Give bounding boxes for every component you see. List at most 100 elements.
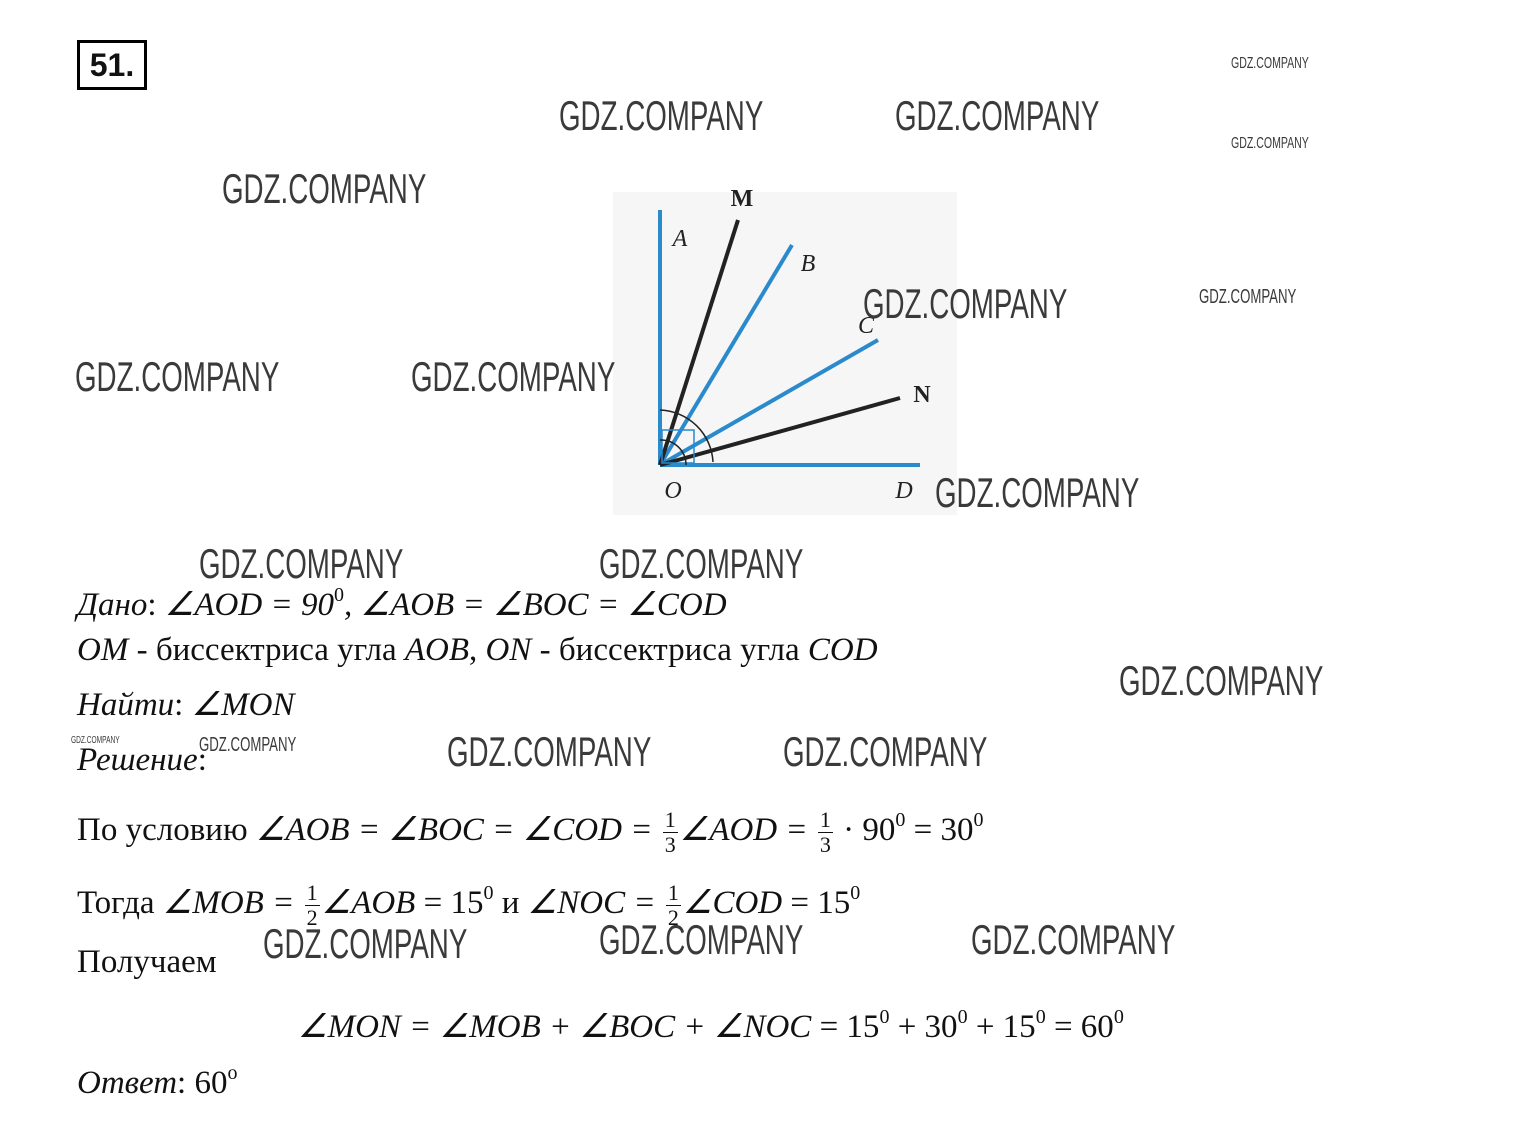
text: ∠AOB = ∠BOC = ∠COD = [255, 812, 661, 848]
numerator: 1 [304, 879, 320, 906]
watermark: GDZ.COMPANY [1119, 657, 1324, 704]
denominator: 3 [664, 831, 676, 857]
text: - биссектриса угла [531, 632, 808, 668]
watermark: GDZ.COMPANY [599, 916, 804, 963]
text: COD [807, 632, 878, 668]
watermark: GDZ.COMPANY [199, 734, 297, 756]
watermark: GDZ.COMPANY [971, 916, 1176, 963]
denominator: 2 [306, 904, 318, 930]
denominator: 2 [667, 904, 679, 930]
ray-on [659, 396, 901, 467]
watermark: GDZ.COMPANY [895, 92, 1100, 139]
superscript: 0 [879, 1006, 890, 1028]
text: = 30 [905, 812, 974, 848]
text: ∠AOD = [679, 812, 816, 848]
solution-line: Найти: ∠MON [77, 685, 295, 725]
solution-line: OM - биссектриса угла AOB, ON - биссектр… [77, 630, 878, 670]
angle-arc [659, 409, 714, 463]
text: : [174, 687, 192, 723]
solution-line: По условию ∠AOB = ∠BOC = ∠COD = 1 3 ∠AOD =… [77, 800, 984, 857]
text: = 15 [415, 885, 484, 921]
text: ∠COD [682, 885, 783, 921]
text: + 30 [889, 1009, 958, 1045]
text: = 15 [782, 885, 851, 921]
numerator: 1 [817, 806, 833, 833]
watermark: GDZ.COMPANY [71, 735, 120, 746]
solution-line: Решение: [77, 740, 207, 780]
point-label: A [671, 226, 688, 252]
superscript: o [227, 1062, 238, 1084]
superscript: 0 [1113, 1006, 1124, 1028]
solution-line: Дано: ∠AOD = 900, ∠AOB = ∠BOC = ∠COD [77, 575, 727, 625]
superscript: 0 [1035, 1006, 1046, 1028]
text: = 60 [1045, 1009, 1114, 1045]
text: ∠AOB [321, 885, 416, 921]
text: , ∠AOB = ∠BOC = ∠COD [343, 587, 727, 623]
ray-om [658, 219, 740, 466]
text: ∠MON [191, 687, 295, 723]
text: AOB [404, 632, 470, 668]
point-label: M [731, 186, 754, 212]
watermark: GDZ.COMPANY [1231, 135, 1309, 152]
watermark: GDZ.COMPANY [1231, 55, 1309, 72]
point-label: B [801, 251, 816, 277]
watermark: GDZ.COMPANY [75, 353, 280, 400]
text: ∠MOB = [162, 885, 303, 921]
right-angle [661, 429, 695, 464]
text: , [469, 632, 486, 668]
solution-line: Тогда ∠MOB = 1 2 ∠AOB = 150 и ∠NOC = 1 2 ∠CO… [77, 873, 860, 930]
point-label: D [894, 478, 912, 504]
watermark: GDZ.COMPANY [411, 353, 616, 400]
text: По условию [77, 812, 256, 848]
ray-oc [659, 338, 879, 467]
text: Найти [77, 687, 175, 723]
point-label: N [913, 382, 931, 408]
point-label: O [664, 478, 681, 504]
watermark: GDZ.COMPANY [447, 728, 652, 775]
ray-ob [658, 243, 794, 467]
text: Получаем [77, 944, 217, 980]
watermark: GDZ.COMPANY [935, 469, 1140, 516]
superscript: 0 [483, 882, 494, 904]
text: : [147, 587, 165, 623]
text: · 90 [834, 812, 896, 848]
text: и [493, 885, 528, 921]
problem-number: 51. [77, 40, 147, 90]
watermark: GDZ.COMPANY [1199, 286, 1297, 308]
text: Дано [77, 587, 148, 623]
superscript: 0 [333, 584, 344, 606]
superscript: 0 [895, 809, 906, 831]
point-label: C [858, 313, 875, 339]
watermark: GDZ.COMPANY [863, 280, 1068, 327]
text: : 60 [177, 1065, 228, 1101]
text: - биссектриса угла [128, 632, 405, 668]
watermark: GDZ.COMPANY [222, 165, 427, 212]
text: ∠AOD = 90 [164, 587, 334, 623]
numerator: 1 [662, 806, 678, 833]
rays [658, 210, 920, 467]
watermark: GDZ.COMPANY [599, 540, 804, 587]
text: + 15 [967, 1009, 1036, 1045]
solution-line: ∠MON = ∠MOB + ∠BOC + ∠NOC = 150 + 300 + … [298, 997, 1124, 1047]
watermark: GDZ.COMPANY [783, 728, 988, 775]
watermark: GDZ.COMPANY [559, 92, 764, 139]
watermark: GDZ.COMPANY [263, 920, 468, 967]
superscript: 0 [850, 882, 861, 904]
text: ∠MON = ∠MOB + ∠BOC + ∠NOC [298, 1009, 812, 1045]
watermark: GDZ.COMPANY [199, 540, 404, 587]
solution-line: Получаем [77, 942, 217, 982]
superscript: 0 [957, 1006, 968, 1028]
text: ON [485, 632, 532, 668]
text: Тогда [77, 885, 163, 921]
text: Решение [77, 742, 198, 778]
text: OM [77, 632, 129, 668]
text: ∠NOC = [527, 885, 664, 921]
text: = 15 [811, 1009, 880, 1045]
text: Ответ [77, 1065, 178, 1101]
superscript: 0 [973, 809, 984, 831]
